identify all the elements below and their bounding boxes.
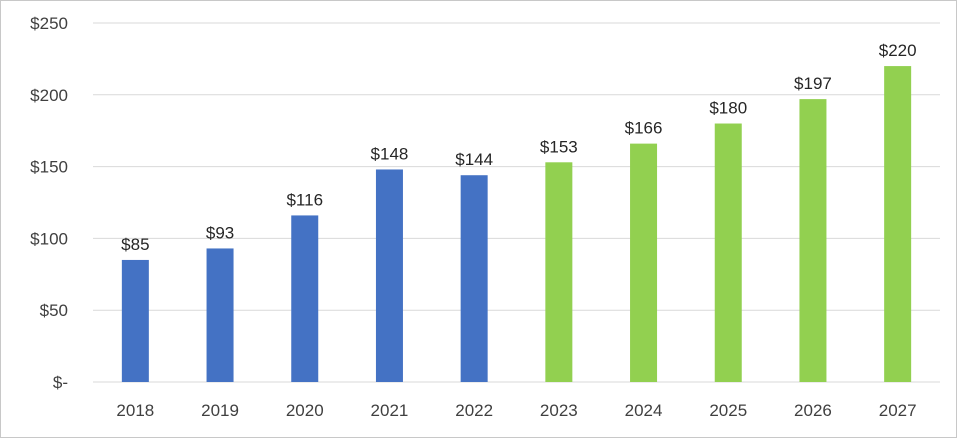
- x-tick-label: 2023: [540, 401, 578, 420]
- y-tick-label: $200: [30, 86, 68, 105]
- y-tick-label: $150: [30, 158, 68, 177]
- x-tick-label: 2021: [371, 401, 409, 420]
- x-tick-label: 2027: [879, 401, 917, 420]
- data-labels: $85 $93 $116 $148 $144 $153 $166 $180 $197 $220: [121, 41, 916, 254]
- gridlines: [93, 22, 940, 383]
- bar-2025: [714, 123, 742, 383]
- y-axis-ticks: $- $50 $100 $150 $200 $250: [30, 14, 68, 392]
- data-label-2023: $153: [540, 137, 578, 156]
- x-tick-label: 2022: [455, 401, 493, 420]
- bar-2024: [630, 143, 658, 382]
- data-label-2027: $220: [879, 41, 917, 60]
- bar-2022: [460, 175, 488, 382]
- y-tick-label: $-: [53, 373, 68, 392]
- bar-2023: [545, 162, 573, 382]
- bar-2027: [884, 66, 912, 382]
- data-label-2025: $180: [709, 99, 747, 118]
- data-label-2018: $85: [121, 235, 149, 254]
- x-tick-label: 2026: [794, 401, 832, 420]
- data-label-2026: $197: [794, 74, 832, 93]
- bar-2018: [121, 259, 149, 382]
- bar-2026: [799, 99, 827, 382]
- y-tick-label: $250: [30, 14, 68, 33]
- bar-2021: [375, 169, 403, 382]
- x-tick-label: 2024: [625, 401, 663, 420]
- data-label-2019: $93: [206, 223, 234, 242]
- bars: [121, 66, 912, 383]
- bar-2019: [206, 248, 234, 382]
- data-label-2022: $144: [455, 150, 493, 169]
- data-label-2024: $166: [625, 119, 663, 138]
- x-tick-label: 2019: [201, 401, 239, 420]
- y-tick-label: $50: [40, 301, 68, 320]
- data-label-2021: $148: [371, 144, 409, 163]
- x-tick-label: 2025: [709, 401, 747, 420]
- x-tick-label: 2020: [286, 401, 324, 420]
- bar-2020: [291, 215, 319, 382]
- y-tick-label: $100: [30, 229, 68, 248]
- x-axis-ticks: 2018 2019 2020 2021 2022 2023 2024 2025 2026 2027: [116, 401, 916, 420]
- data-label-2020: $116: [286, 190, 323, 209]
- x-tick-label: 2018: [116, 401, 154, 420]
